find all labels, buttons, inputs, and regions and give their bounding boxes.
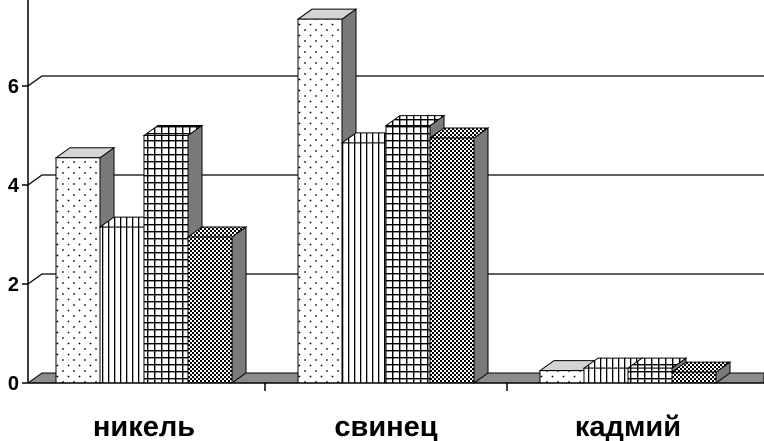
bar-никель-4 (186, 226, 248, 384)
category-label-1: никель (93, 411, 195, 441)
bar-кадмий-4 (670, 361, 732, 384)
y-tick-label: 6 (8, 76, 19, 98)
gridline-2 (27, 273, 764, 285)
axes (22, 0, 764, 391)
category-label-2: свинец (334, 411, 437, 441)
gridlines (27, 75, 764, 285)
bars (54, 8, 732, 384)
bar-свинец-4 (428, 127, 490, 384)
y-tick-label: 0 (8, 373, 19, 395)
gridline-4 (27, 174, 764, 186)
y-tick-label: 2 (8, 274, 19, 296)
y-tick-label: 4 (8, 175, 20, 197)
gridline-6 (27, 75, 764, 87)
axis-labels: 0 2 4 6 никель свинец кадмий (8, 76, 681, 441)
bar-свинец-1 (296, 8, 358, 384)
category-label-3: кадмий (575, 411, 681, 441)
